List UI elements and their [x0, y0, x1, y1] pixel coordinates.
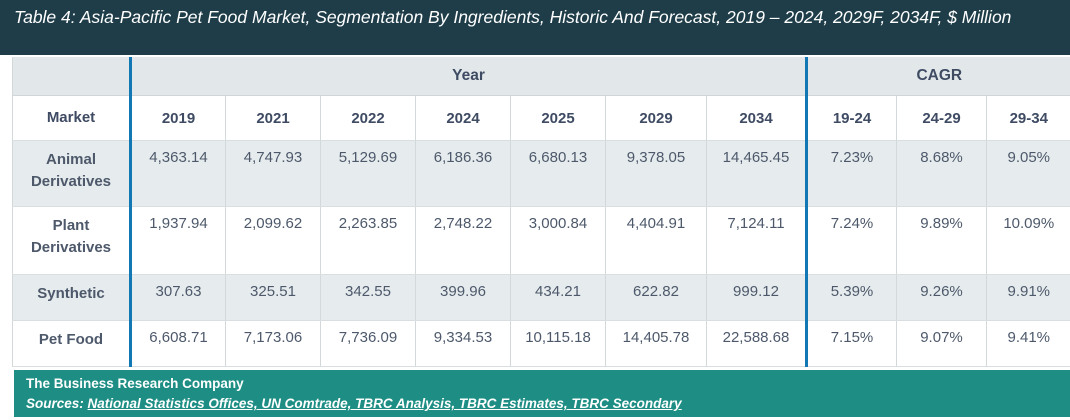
cagr-cell: 9.05%: [985, 140, 1070, 207]
value-cell: 399.96: [415, 274, 511, 321]
market-label: Animal Derivatives: [12, 140, 132, 207]
cagr-cell: 5.39%: [806, 274, 897, 321]
year-group-header: Year: [130, 57, 808, 96]
value-cell: 622.82: [605, 274, 707, 321]
value-cell: 4,747.93: [225, 140, 321, 207]
table-row: Animal Derivatives 4,363.14 4,747.93 5,1…: [12, 140, 1070, 207]
value-cell: 3,000.84: [510, 206, 606, 275]
column-header: 2025: [510, 95, 606, 141]
value-cell: 10,115.18: [510, 320, 606, 367]
column-header: 19-24: [806, 95, 897, 141]
column-header: 2021: [225, 95, 321, 141]
cagr-cell: 9.89%: [896, 206, 987, 275]
table-title: Table 4: Asia-Pacific Pet Food Market, S…: [0, 0, 1070, 55]
value-cell: 5,129.69: [320, 140, 416, 207]
value-cell: 2,748.22: [415, 206, 511, 275]
value-cell: 1,937.94: [130, 206, 226, 275]
market-table: Year CAGR Market 2019 2021 2022 2024 202…: [12, 57, 1070, 367]
value-cell: 4,363.14: [130, 140, 226, 207]
cagr-cell: 9.41%: [985, 320, 1070, 367]
market-label: Plant Derivatives: [12, 206, 132, 275]
cagr-group-header: CAGR: [805, 57, 1070, 96]
value-cell: 434.21: [510, 274, 606, 321]
column-header: 2034: [706, 95, 808, 141]
value-cell: 9,334.53: [415, 320, 511, 367]
group-header-row: Year CAGR: [12, 57, 1070, 96]
value-cell: 14,465.45: [706, 140, 808, 207]
value-cell: 2,099.62: [225, 206, 321, 275]
value-cell: 325.51: [225, 274, 321, 321]
cagr-cell: 9.07%: [896, 320, 987, 367]
value-cell: 14,405.78: [605, 320, 707, 367]
sources-label: Sources:: [26, 396, 84, 412]
column-header-market: Market: [12, 95, 132, 141]
sources-line: Sources: National Statistics Offices, UN…: [26, 394, 1058, 414]
sources-link[interactable]: National Statistics Offices, UN Comtrade…: [87, 396, 682, 412]
cagr-cell: 9.91%: [985, 274, 1070, 321]
value-cell: 9,378.05: [605, 140, 707, 207]
value-cell: 6,608.71: [130, 320, 226, 367]
value-cell: 4,404.91: [605, 206, 707, 275]
value-cell: 307.63: [130, 274, 226, 321]
column-header: 2024: [415, 95, 511, 141]
table-row: Synthetic 307.63 325.51 342.55 399.96 43…: [12, 274, 1070, 321]
cagr-cell: 9.26%: [896, 274, 987, 321]
value-cell: 342.55: [320, 274, 416, 321]
table-row: Plant Derivatives 1,937.94 2,099.62 2,26…: [12, 206, 1070, 275]
corner-cell: [12, 57, 132, 96]
cagr-cell: 7.23%: [806, 140, 897, 207]
footer: The Business Research Company Sources: N…: [14, 370, 1070, 417]
column-header: 2022: [320, 95, 416, 141]
column-header: 24-29: [896, 95, 987, 141]
cagr-cell: 8.68%: [896, 140, 987, 207]
column-header-row: Market 2019 2021 2022 2024 2025 2029 203…: [12, 95, 1070, 141]
value-cell: 999.12: [706, 274, 808, 321]
market-label: Pet Food: [12, 320, 132, 367]
table-row: Pet Food 6,608.71 7,173.06 7,736.09 9,33…: [12, 320, 1070, 367]
column-header: 2019: [130, 95, 226, 141]
value-cell: 7,736.09: [320, 320, 416, 367]
value-cell: 7,124.11: [706, 206, 808, 275]
value-cell: 6,186.36: [415, 140, 511, 207]
value-cell: 22,588.68: [706, 320, 808, 367]
company-name: The Business Research Company: [26, 376, 244, 391]
cagr-cell: 7.24%: [806, 206, 897, 275]
column-header: 2029: [605, 95, 707, 141]
value-cell: 7,173.06: [225, 320, 321, 367]
value-cell: 6,680.13: [510, 140, 606, 207]
cagr-cell: 7.15%: [806, 320, 897, 367]
cagr-cell: 10.09%: [985, 206, 1070, 275]
value-cell: 2,263.85: [320, 206, 416, 275]
market-label: Synthetic: [12, 274, 132, 321]
column-header: 29-34: [985, 95, 1070, 141]
